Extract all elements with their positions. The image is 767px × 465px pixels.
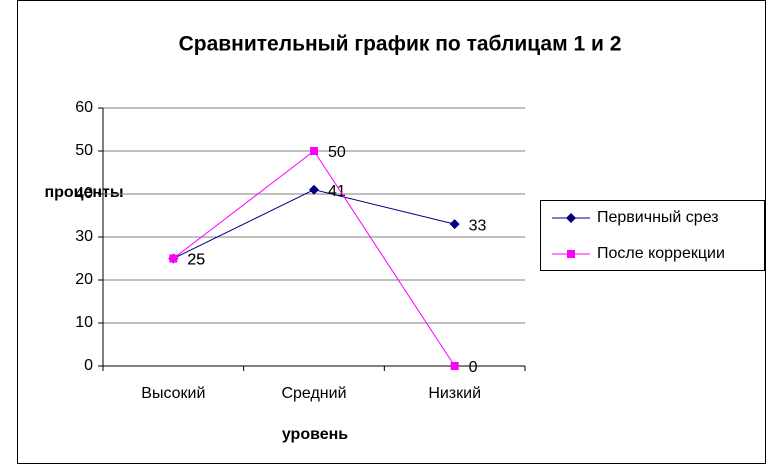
legend-label: Первичный срез xyxy=(597,209,719,226)
legend-marker xyxy=(566,213,576,223)
legend-label: После коррекции xyxy=(597,245,725,262)
x-tick-label: Высокий xyxy=(141,385,205,402)
data-point xyxy=(309,184,319,195)
legend-marker xyxy=(567,250,575,258)
y-tick-label: 40 xyxy=(75,185,93,202)
data-label: 33 xyxy=(469,217,487,234)
data-point xyxy=(450,362,459,370)
data-label: 41 xyxy=(328,183,346,200)
y-tick-label: 20 xyxy=(75,271,93,288)
data-label: 0 xyxy=(469,359,478,376)
y-axis-label: проценты xyxy=(44,184,123,201)
data-point xyxy=(449,219,460,230)
y-tick-label: 50 xyxy=(75,142,93,159)
data-label: 25 xyxy=(187,252,205,269)
data-point xyxy=(310,147,318,155)
x-tick-label: Низкий xyxy=(428,385,481,402)
chart-title: Сравнительный график по таблицам 1 и 2 xyxy=(179,33,622,56)
y-tick-label: 10 xyxy=(75,314,93,331)
x-tick-label: Средний xyxy=(281,385,346,402)
legend-box xyxy=(540,200,765,271)
data-label: 50 xyxy=(328,144,346,161)
y-tick-label: 60 xyxy=(75,99,93,116)
y-tick-label: 0 xyxy=(84,357,93,374)
data-point xyxy=(169,254,178,263)
y-tick-label: 30 xyxy=(75,228,93,245)
data-label: 25 xyxy=(187,252,205,269)
x-axis-label: уровень xyxy=(282,426,348,443)
